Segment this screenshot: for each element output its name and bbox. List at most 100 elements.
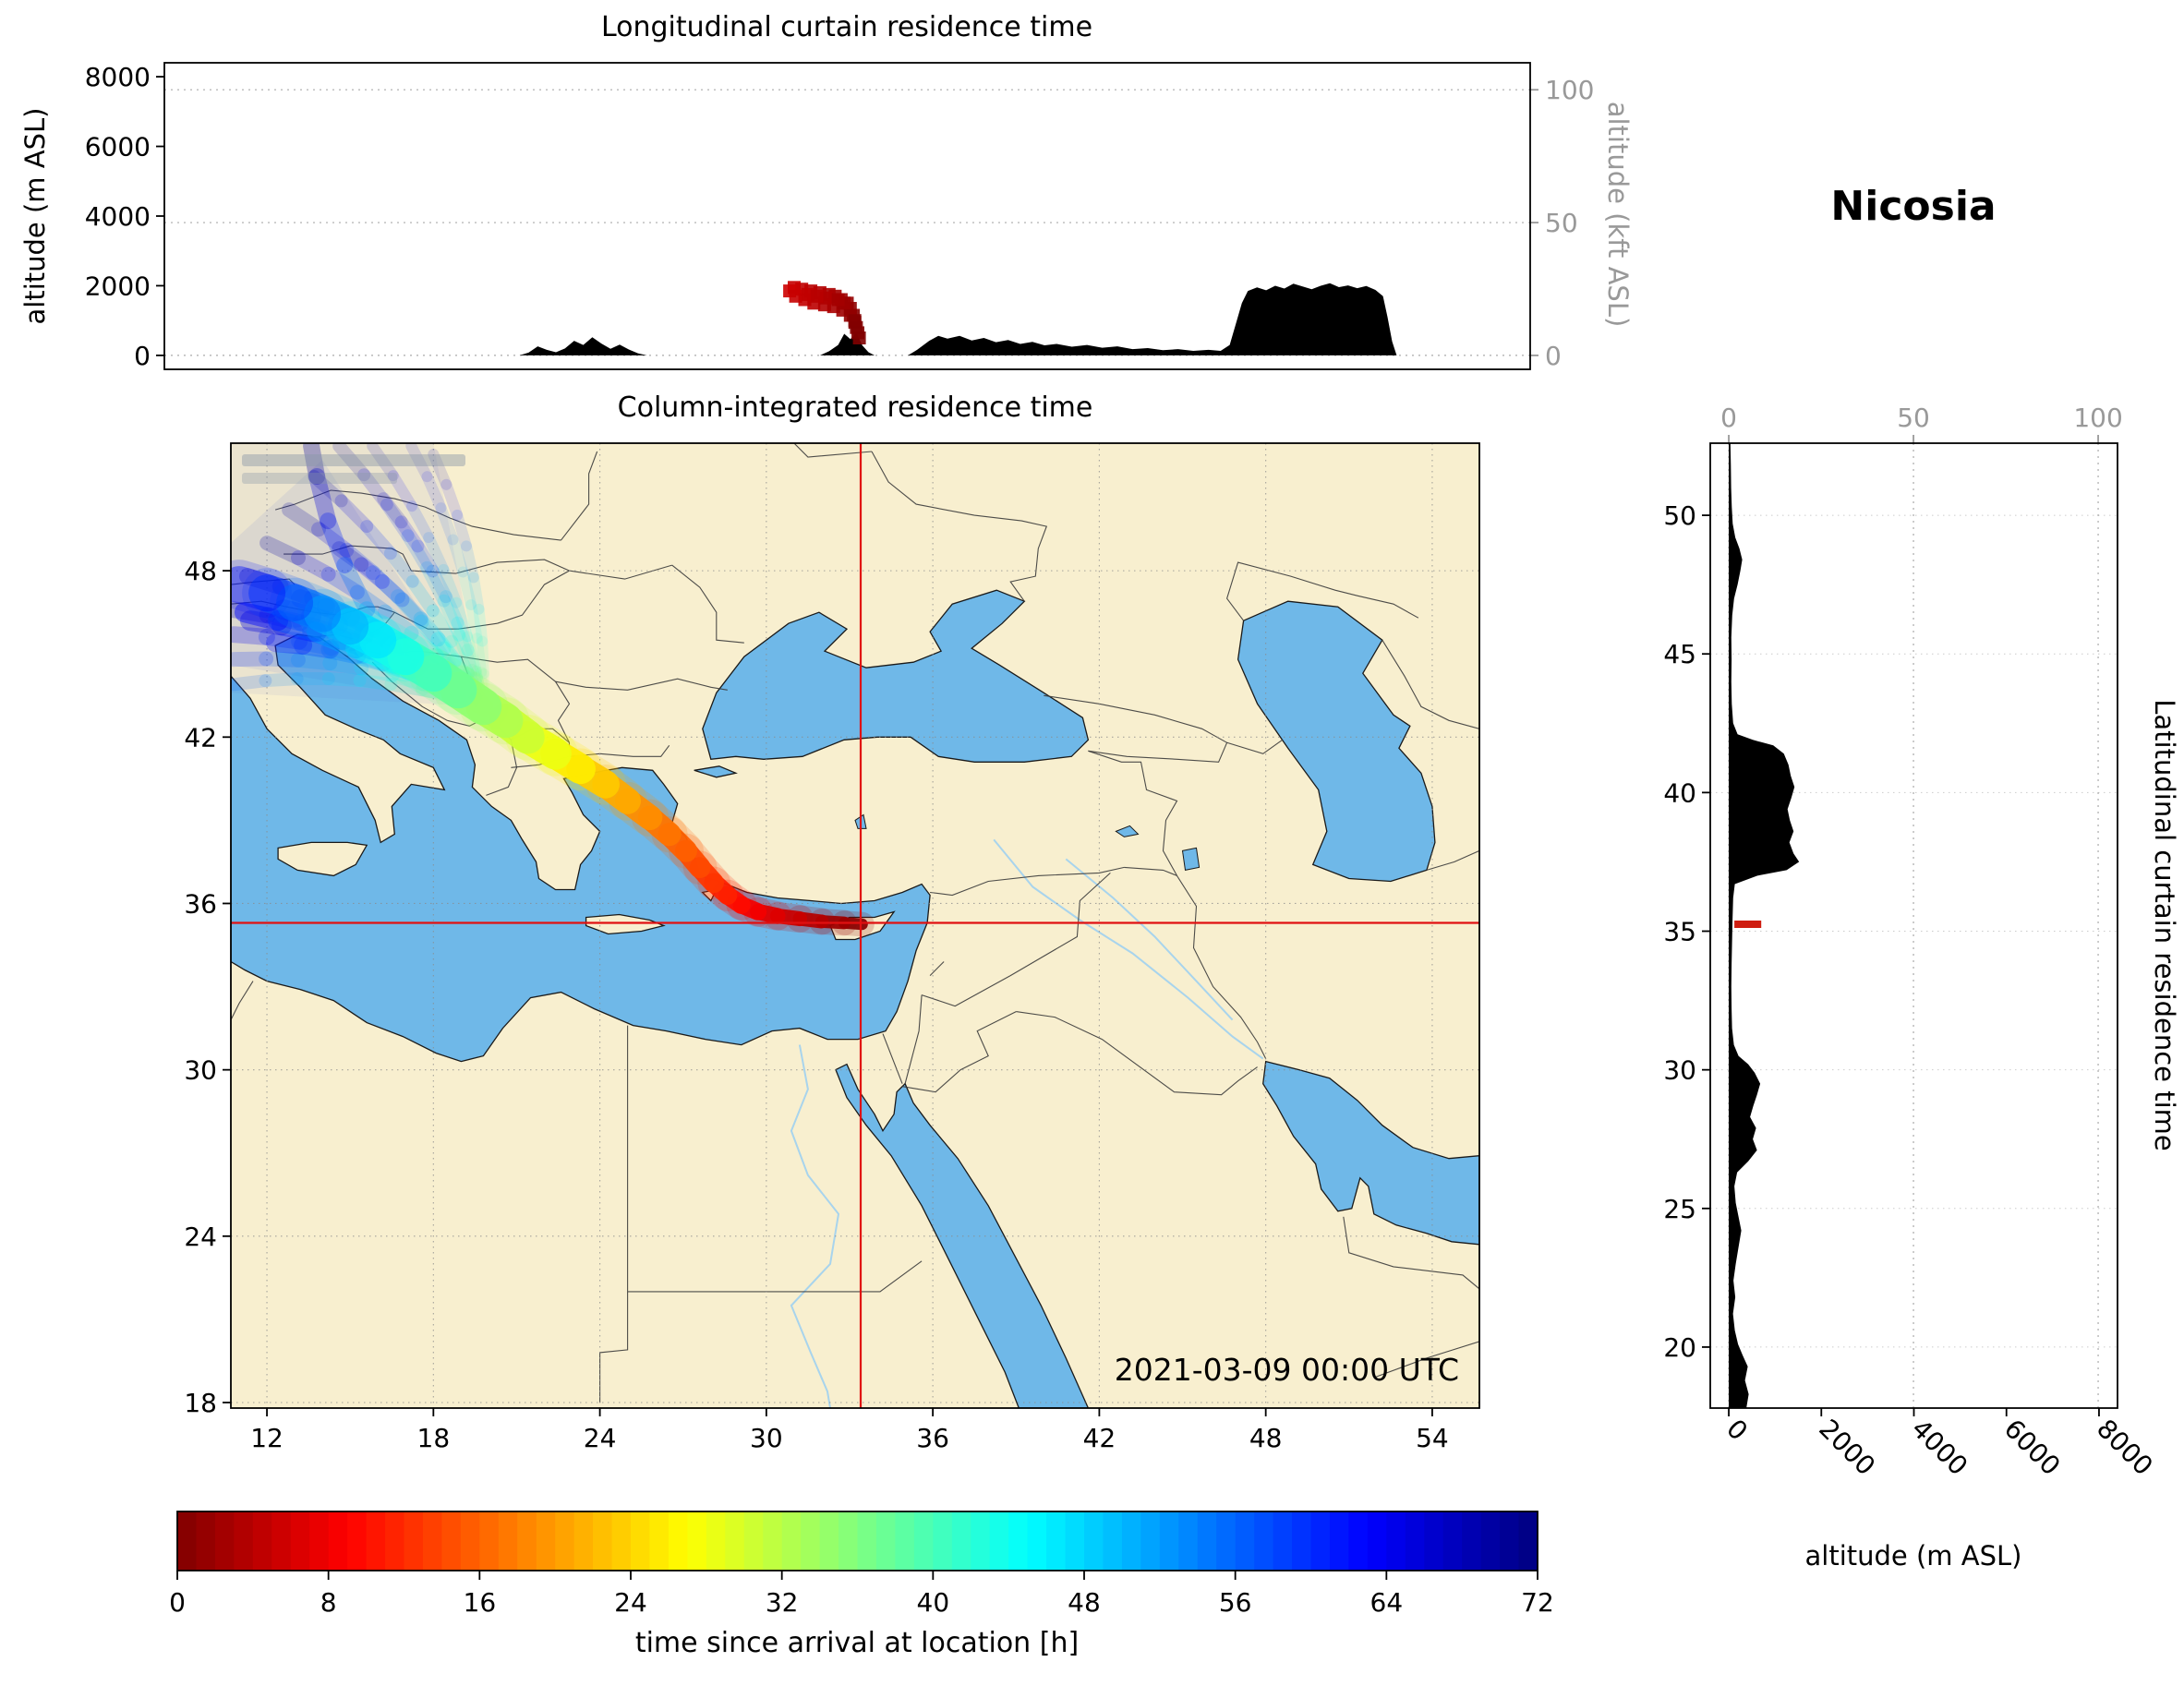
colorbar-gradient-step: [1065, 1511, 1085, 1571]
plume-segment: [231, 601, 276, 624]
colorbar-gradient-step: [1008, 1511, 1029, 1571]
tick-label: 8000: [2091, 1414, 2159, 1482]
country-border: [1088, 750, 1178, 876]
country-border: [284, 545, 570, 574]
tick-label: 35: [1663, 917, 1696, 947]
colorbar-gradient-step: [196, 1511, 216, 1571]
river-nile: [790, 1044, 840, 1408]
country-border: [1124, 866, 1267, 1059]
tick-label: 100: [2073, 403, 2122, 433]
plume-segment: [360, 520, 397, 560]
country-border: [921, 872, 1111, 1007]
colorbar-gradient-step: [763, 1511, 783, 1571]
colorbar-gradient-step: [1424, 1511, 1444, 1571]
tick-label: 12: [250, 1423, 284, 1453]
colorbar-gradient-step: [1216, 1511, 1237, 1571]
plume-segment: [435, 502, 459, 546]
tick-label: 0: [1720, 1414, 1754, 1447]
sea-persian-gulf: [1262, 1060, 1479, 1246]
tick-label: 50: [1545, 208, 1578, 238]
plume-segment: [380, 498, 415, 543]
plume-segment: [383, 547, 419, 588]
colorbar-gradient-step: [857, 1511, 877, 1571]
country-border: [671, 564, 744, 644]
map-panel: 12 18 24 30 36 42 48 54 18 24 30 36 42 48: [184, 442, 1480, 1453]
colorbar-gradient-step: [1140, 1511, 1161, 1571]
country-border: [902, 1011, 1017, 1093]
panel-frame: [1709, 442, 2118, 1409]
plume-segment: [231, 651, 274, 668]
tick-label: 72: [1521, 1587, 1554, 1618]
colorbar-gradient-step: [1367, 1511, 1387, 1571]
tick-label: 0: [1720, 403, 1737, 433]
colorbar-gradient-step: [404, 1511, 424, 1571]
plume-segment: [462, 631, 482, 677]
colorbar-gradient-step: [1310, 1511, 1331, 1571]
colorbar-gradient-step: [290, 1511, 310, 1571]
colorbar-gradient-step: [366, 1511, 386, 1571]
colorbar-gradient-step: [1027, 1511, 1047, 1571]
country-border: [1343, 1216, 1479, 1290]
plume-segment: [439, 590, 465, 630]
country-border: [930, 866, 1125, 897]
plume-segment: [452, 628, 479, 677]
plume-segment: [357, 468, 393, 512]
plume-segment: [444, 634, 475, 680]
longitudinal-panel-title: Longitudinal curtain residence time: [600, 11, 1093, 43]
terrain-profile-latitudinal: [1729, 443, 1800, 1408]
map-watermark: [242, 473, 397, 484]
colorbar-gradient-step: [517, 1511, 537, 1571]
plume-segment: [322, 639, 371, 664]
plume-segment: [411, 539, 440, 578]
tick-label: 4000: [85, 201, 151, 232]
tick-label: 54: [1416, 1423, 1449, 1453]
longitudinal-y2label: altitude (kft ASL): [1602, 101, 1634, 328]
plume-segment: [465, 599, 483, 644]
plume-segment: [266, 633, 313, 655]
colorbar-gradient-step: [839, 1511, 859, 1571]
country-border: [555, 678, 728, 691]
colorbar-label: time since arrival at location [h]: [634, 1627, 1080, 1659]
colorbar-gradient-step: [668, 1511, 688, 1571]
tick-label: 48: [1068, 1587, 1101, 1618]
colorbar-gradient-step: [687, 1511, 707, 1571]
plume-segment: [332, 443, 371, 482]
residence-cell: [852, 331, 866, 344]
plume-segment: [406, 500, 435, 544]
plume-segment: [259, 672, 304, 688]
plume-segment: [413, 611, 446, 647]
map-date-label: 2021-03-09 00:00 UTC: [1114, 1352, 1459, 1388]
plume-segment: [332, 541, 369, 572]
plume-segment: [321, 672, 367, 687]
colorbar-gradient-step: [1462, 1511, 1482, 1571]
colorbar-gradient-step: [460, 1511, 480, 1571]
country-border: [497, 564, 672, 624]
plume-segment: [259, 651, 306, 668]
plume-segment: [336, 557, 376, 619]
tick-label: 18: [417, 1423, 451, 1453]
colorbar-gradient-step: [1103, 1511, 1123, 1571]
country-border: [561, 451, 598, 541]
country-border: [274, 489, 561, 541]
tick-label: 50: [1663, 500, 1696, 531]
plume-segment: [231, 626, 275, 645]
plume-segment: [394, 515, 425, 553]
colorbar-gradient-step: [631, 1511, 651, 1571]
lake-lake-van: [1115, 825, 1140, 837]
longitudinal-ylabel: altitude (m ASL): [19, 107, 51, 325]
country-border: [627, 1260, 923, 1293]
colorbar-gradient-step: [933, 1511, 953, 1571]
plume-segment: [377, 604, 419, 641]
colorbar: 0 8 16 24 32 40 48 56 64 72: [169, 1511, 1554, 1618]
colorbar-gradient-step: [1197, 1511, 1217, 1571]
tick-label: 42: [184, 722, 217, 753]
plume-segment: [354, 557, 390, 589]
country-border: [904, 994, 923, 1084]
tick-label: 40: [917, 1587, 950, 1618]
colorbar-gradient-step: [989, 1511, 1009, 1571]
colorbar-gradient-step: [801, 1511, 821, 1571]
plume-segment: [377, 492, 408, 529]
plume-segment: [240, 610, 292, 636]
plume-segment: [366, 565, 405, 605]
colorbar-gradient-step: [951, 1511, 971, 1571]
